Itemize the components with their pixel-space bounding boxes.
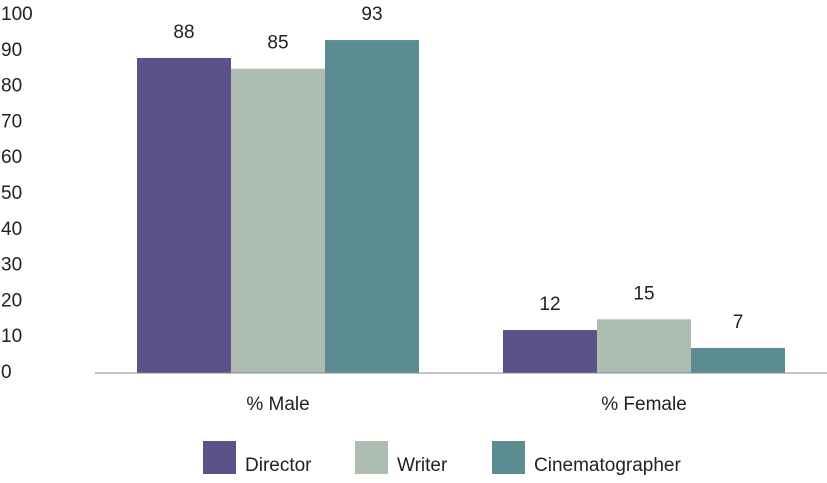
value-label: 93 [361, 4, 382, 25]
bar [137, 57, 231, 374]
y-tick-label: 80 [1, 76, 22, 97]
y-tick-label: 0 [1, 362, 12, 383]
y-tick-label: 50 [1, 183, 22, 204]
y-tick-label: 30 [1, 255, 22, 276]
legend-label: Writer [397, 455, 448, 476]
value-label: 15 [633, 283, 654, 304]
bar [503, 330, 597, 373]
y-tick-label: 10 [1, 326, 22, 347]
legend-swatch [492, 441, 525, 474]
legend-swatch [203, 441, 236, 474]
value-label: 85 [267, 33, 288, 54]
y-tick-label: 70 [1, 111, 22, 132]
x-tick-label: % Male [246, 394, 309, 415]
y-tick-label: 90 [1, 40, 22, 61]
bar [325, 40, 419, 374]
bar [231, 68, 325, 373]
value-label: 12 [539, 294, 560, 315]
bar [691, 347, 785, 373]
y-tick-label: 40 [1, 219, 22, 240]
x-tick-label: % Female [601, 394, 687, 415]
legend-label: Cinematographer [534, 455, 681, 476]
value-label: 88 [173, 22, 194, 43]
bar [597, 319, 691, 373]
legend-swatch [355, 441, 388, 474]
y-tick-label: 20 [1, 290, 22, 311]
legend-label: Director [245, 455, 312, 476]
y-tick-label: 60 [1, 147, 22, 168]
value-label: 7 [733, 312, 744, 333]
y-tick-label: 100 [1, 4, 33, 25]
